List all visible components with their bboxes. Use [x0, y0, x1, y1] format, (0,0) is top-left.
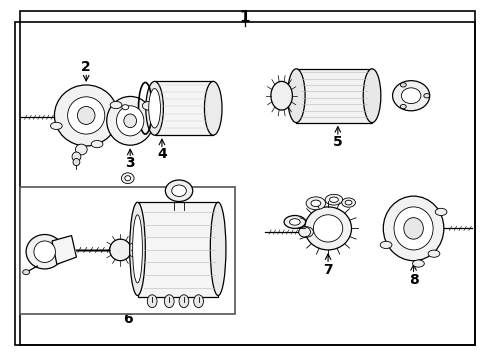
Bar — [138, 202, 218, 297]
Ellipse shape — [284, 216, 306, 228]
Ellipse shape — [342, 198, 355, 207]
Ellipse shape — [204, 81, 222, 135]
Ellipse shape — [50, 122, 62, 130]
Ellipse shape — [72, 152, 81, 161]
Text: 1: 1 — [240, 10, 250, 24]
Ellipse shape — [117, 106, 144, 136]
Text: 3: 3 — [125, 156, 135, 170]
Ellipse shape — [325, 194, 343, 205]
Ellipse shape — [383, 196, 444, 261]
Ellipse shape — [400, 104, 406, 109]
Ellipse shape — [305, 207, 351, 250]
Ellipse shape — [143, 102, 155, 110]
Text: 6: 6 — [123, 312, 133, 326]
Ellipse shape — [91, 140, 103, 148]
Ellipse shape — [164, 295, 174, 308]
Ellipse shape — [54, 85, 118, 146]
Ellipse shape — [314, 215, 343, 242]
Ellipse shape — [77, 107, 95, 125]
Ellipse shape — [380, 241, 392, 248]
Ellipse shape — [68, 97, 105, 134]
Ellipse shape — [435, 208, 447, 216]
Ellipse shape — [330, 197, 338, 202]
Text: 7: 7 — [323, 263, 333, 276]
Ellipse shape — [146, 81, 163, 135]
Ellipse shape — [149, 89, 160, 128]
Ellipse shape — [122, 173, 134, 184]
Ellipse shape — [122, 105, 129, 110]
Ellipse shape — [172, 185, 186, 197]
Bar — [155, 81, 213, 135]
Polygon shape — [52, 235, 76, 264]
Ellipse shape — [179, 295, 189, 308]
Ellipse shape — [271, 81, 293, 110]
Ellipse shape — [424, 94, 430, 98]
Ellipse shape — [133, 215, 143, 283]
Ellipse shape — [124, 114, 137, 128]
Ellipse shape — [75, 144, 87, 155]
Ellipse shape — [194, 295, 203, 308]
Ellipse shape — [23, 270, 29, 275]
Ellipse shape — [290, 219, 300, 225]
Ellipse shape — [306, 197, 326, 210]
Text: 2: 2 — [81, 60, 91, 74]
Ellipse shape — [311, 200, 321, 207]
Ellipse shape — [401, 88, 421, 104]
Ellipse shape — [345, 200, 352, 205]
Ellipse shape — [404, 218, 423, 239]
Ellipse shape — [288, 69, 305, 123]
Ellipse shape — [73, 158, 80, 166]
Ellipse shape — [299, 227, 311, 237]
Ellipse shape — [299, 226, 314, 237]
Ellipse shape — [210, 202, 226, 296]
Text: 8: 8 — [409, 273, 418, 287]
Ellipse shape — [130, 202, 146, 296]
Bar — [296, 69, 372, 123]
Text: 5: 5 — [333, 135, 343, 149]
Ellipse shape — [394, 207, 433, 250]
Ellipse shape — [107, 96, 154, 145]
Ellipse shape — [110, 239, 131, 261]
Bar — [20, 187, 235, 315]
Ellipse shape — [165, 180, 193, 202]
Ellipse shape — [34, 241, 55, 262]
Ellipse shape — [363, 69, 381, 123]
Ellipse shape — [110, 102, 122, 109]
Ellipse shape — [392, 81, 430, 111]
Ellipse shape — [147, 295, 157, 308]
Ellipse shape — [125, 176, 131, 181]
Ellipse shape — [428, 250, 440, 257]
Text: 4: 4 — [157, 147, 167, 161]
Ellipse shape — [400, 83, 406, 87]
Ellipse shape — [26, 234, 63, 269]
Ellipse shape — [413, 260, 424, 267]
